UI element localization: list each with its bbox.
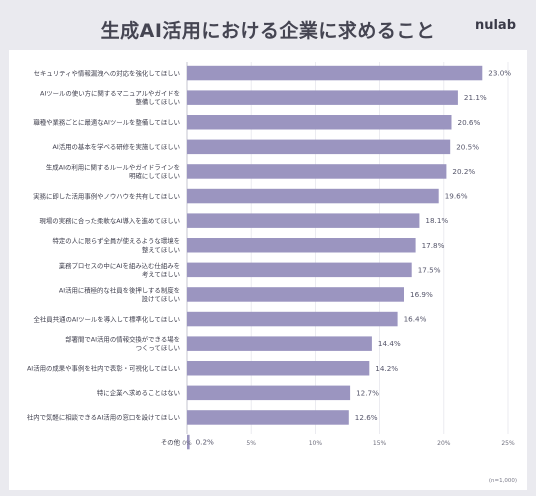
data-label: 18.1% [425, 216, 448, 225]
bar [187, 188, 439, 204]
data-label: 17.8% [422, 241, 445, 250]
bar [187, 65, 483, 81]
bar [187, 410, 349, 425]
category-label: 部署間でAI活用の情報交換ができる場を [65, 335, 180, 344]
nulab-logo: nulab [474, 18, 516, 33]
data-label: 17.5% [418, 265, 441, 274]
x-tick-label: 15% [373, 440, 387, 447]
data-label: 20.2% [452, 167, 475, 176]
bar [187, 385, 351, 401]
data-label: 12.7% [356, 388, 379, 397]
data-label: 16.9% [410, 290, 433, 299]
category-label: 考えてほしい [142, 270, 180, 278]
bar [187, 287, 404, 302]
category-label: 特に企業へ求めることはない [97, 388, 180, 397]
bar [187, 361, 370, 376]
category-label: 現場の実務に合った柔軟なAI導入を進めてほしい [40, 216, 180, 225]
category-label: セキュリティや情報漏洩への対応を強化してほしい [34, 68, 180, 77]
bar [187, 164, 447, 179]
x-tick-label: 10% [309, 440, 323, 447]
category-label: 業務プロセスの中にAIを組み込む仕組みを [59, 261, 180, 270]
data-label: 16.4% [404, 315, 427, 324]
data-label: 14.2% [375, 364, 398, 373]
bar [187, 213, 420, 228]
page-title: 生成AI活用における企業に求めること [100, 20, 436, 42]
bar [187, 139, 451, 155]
category-label: 社内で気軽に相談できるAI活用の窓口を設けてほしい [27, 413, 180, 422]
bar-chart: セキュリティや情報漏洩への対応を強化してほしい AIツールの使い方に関するマニュア… [27, 62, 517, 484]
category-label: AI活用の基本を学べる研修を実施してほしい [53, 142, 181, 151]
category-label: AI活用に積極的な社員を後押しする制度を [59, 285, 180, 294]
x-tick-label: 20% [437, 440, 451, 447]
category-label: 設けてほしい [142, 294, 180, 303]
chart-card: セキュリティや情報漏洩への対応を強化してほしい AIツールの使い方に関するマニュア… [9, 50, 527, 490]
bar [187, 90, 458, 105]
category-label: 実務に即した活用事例やノウハウを共有してほしい [33, 191, 180, 200]
data-label: 21.1% [464, 93, 487, 102]
category-label: 整備してほしい [135, 97, 180, 106]
category-label: AIツールの使い方に関するマニュアルやガイドを [40, 89, 180, 98]
category-label: 全社員共通のAIツールを導入して標準化してほしい [34, 314, 180, 323]
category-label: AI活用の成果や事例を社内で表彰・可視化してほしい [27, 364, 180, 373]
data-label: 23.0% [488, 69, 511, 78]
data-label: 0.2% [196, 438, 214, 447]
bar [187, 336, 372, 351]
category-label: その他 [161, 437, 181, 446]
bar [187, 238, 416, 253]
x-tick-label: 5% [246, 440, 256, 447]
data-label: 20.5% [456, 142, 479, 151]
category-label: 生成AIの利用に関するルールやガイドラインを [46, 162, 180, 171]
category-label: 明確にしてほしい [129, 171, 180, 180]
category-label: 特定の人に限らず全員が使えるような環境を [53, 236, 181, 245]
category-label: 整えてほしい [142, 245, 180, 254]
data-label: 14.4% [378, 339, 401, 348]
bar [187, 262, 412, 278]
data-label: 19.6% [445, 192, 468, 201]
data-label: 12.6% [355, 413, 378, 422]
category-label: 職種や業務ごとに最適なAIツールを整備してほしい [33, 118, 180, 127]
x-tick-label: 25% [501, 440, 515, 447]
sample-size-note: (n=1,000) [489, 478, 517, 484]
data-label: 20.6% [458, 118, 481, 127]
bar [187, 115, 452, 130]
category-label: つくってほしい [136, 344, 180, 352]
x-tick-label: 0% [182, 440, 192, 447]
bar [187, 434, 190, 450]
bar [187, 311, 398, 327]
